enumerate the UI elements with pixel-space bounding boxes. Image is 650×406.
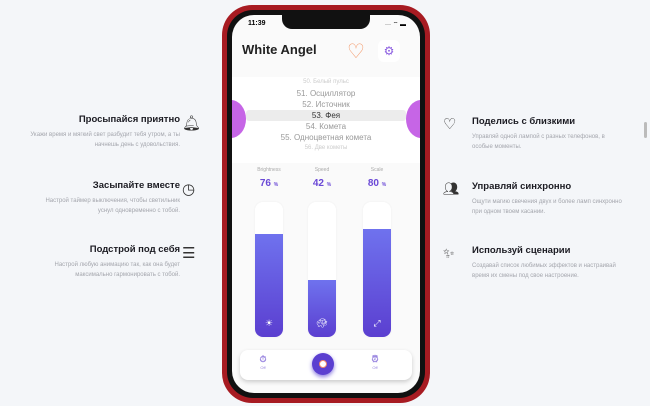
gear-icon[interactable]: ⚙ bbox=[378, 40, 400, 62]
picker-item[interactable]: 54. Комета bbox=[305, 122, 347, 131]
picker-item[interactable]: 50. Белый пульс bbox=[303, 79, 349, 85]
notch bbox=[282, 15, 370, 29]
feature-text: Ощути магию свечения двух и более ламп с… bbox=[472, 199, 622, 215]
scale-slider[interactable]: ⤢ bbox=[363, 202, 391, 337]
slider-label: Scale bbox=[370, 167, 384, 173]
feature-text: Создавай список любимых эффектов и настр… bbox=[472, 263, 616, 279]
feature-title: Используй сценарии bbox=[472, 245, 571, 256]
brightness-slider[interactable]: ☀ bbox=[255, 202, 283, 337]
heart-icon[interactable]: ♡ bbox=[347, 41, 365, 63]
feature-text: Настрой любую анимацию так, как она буде… bbox=[54, 262, 180, 278]
alarm-clock-icon: ⏰︎ bbox=[371, 354, 379, 364]
turtle-icon: 🐢︎ bbox=[316, 318, 328, 328]
picker-item[interactable]: 56. Две кометы bbox=[304, 145, 348, 151]
feature-text: Укажи время и мягкий свет разбудит тебя … bbox=[30, 132, 180, 148]
alarm-label: Off bbox=[372, 365, 378, 370]
slider-fill bbox=[308, 280, 336, 337]
scale-header: Scale 80 % bbox=[363, 167, 391, 189]
stopwatch-icon: ⏱︎ bbox=[259, 354, 267, 364]
slider-label: Brightness bbox=[257, 167, 281, 173]
slider-value: 80 bbox=[367, 178, 379, 189]
brightness-header: Brightness 76 % bbox=[255, 167, 283, 189]
prev-effect-button[interactable] bbox=[232, 100, 246, 138]
picker-item-selected[interactable]: 53. Фея bbox=[246, 110, 406, 121]
feature-title: Поделись с близкими bbox=[472, 116, 576, 127]
feature-title: Просыпайся приятно bbox=[78, 114, 180, 125]
sun-icon: ☀ bbox=[264, 318, 274, 328]
feature-text: Настрой таймер выключения, чтобы светиль… bbox=[45, 198, 180, 214]
effect-picker[interactable]: 50. Белый пульс 51. Осциллятор 52. Источ… bbox=[232, 77, 420, 163]
device-title: White Angel bbox=[242, 42, 317, 57]
unit: % bbox=[273, 182, 279, 188]
feature-title: Засыпайте вместе bbox=[92, 180, 180, 191]
speed-slider[interactable]: 🐢︎ bbox=[308, 202, 336, 337]
hearts-icon: ♡ bbox=[443, 116, 457, 133]
people-icon: 👥︎ bbox=[443, 181, 460, 196]
slider-value: 76 bbox=[259, 178, 271, 189]
alarm-button[interactable]: ⏰︎ Off bbox=[365, 354, 385, 370]
slider-fill bbox=[255, 234, 283, 337]
scrollbar[interactable] bbox=[644, 122, 647, 138]
feature-title: Управляй синхронно bbox=[472, 181, 572, 192]
status-time: 11:39 bbox=[248, 20, 266, 27]
clock-timer-icon: ◷ bbox=[182, 181, 196, 198]
speed-header: Speed 42 % bbox=[308, 167, 336, 189]
picker-item[interactable]: 55. Одноцветная комета bbox=[280, 133, 372, 142]
phone-mockup: 11:39 ··· ⌔ ▬ White Angel ♡ ⚙ 50. Белый … bbox=[222, 5, 430, 403]
status-icons: ··· ⌔ ▬ bbox=[385, 22, 406, 28]
power-button[interactable] bbox=[312, 353, 334, 375]
picker-item[interactable]: 51. Осциллятор bbox=[296, 89, 356, 98]
magic-wand-icon: ✨︎ bbox=[443, 245, 455, 261]
unit: % bbox=[326, 182, 332, 188]
feature-title: Подстрой под себя bbox=[89, 244, 180, 255]
slider-fill bbox=[363, 229, 391, 337]
app-screen: 11:39 ··· ⌔ ▬ White Angel ♡ ⚙ 50. Белый … bbox=[232, 15, 420, 393]
expand-icon: ⤢ bbox=[373, 318, 381, 328]
slider-value: 42 bbox=[312, 178, 324, 189]
sliders-icon: ☰ bbox=[182, 245, 196, 262]
timer-label: Off bbox=[260, 365, 266, 370]
bottom-bar: ⏱︎ Off ⏰︎ Off bbox=[240, 350, 412, 380]
next-effect-button[interactable] bbox=[406, 100, 420, 138]
unit: % bbox=[381, 182, 387, 188]
slider-label: Speed bbox=[314, 167, 330, 173]
feature-text: Управляй одной лампой с разных телефонов… bbox=[472, 134, 605, 150]
picker-item[interactable]: 52. Источник bbox=[302, 100, 350, 109]
bell-icon: 🔔︎ bbox=[182, 115, 202, 132]
timer-button[interactable]: ⏱︎ Off bbox=[253, 354, 273, 370]
